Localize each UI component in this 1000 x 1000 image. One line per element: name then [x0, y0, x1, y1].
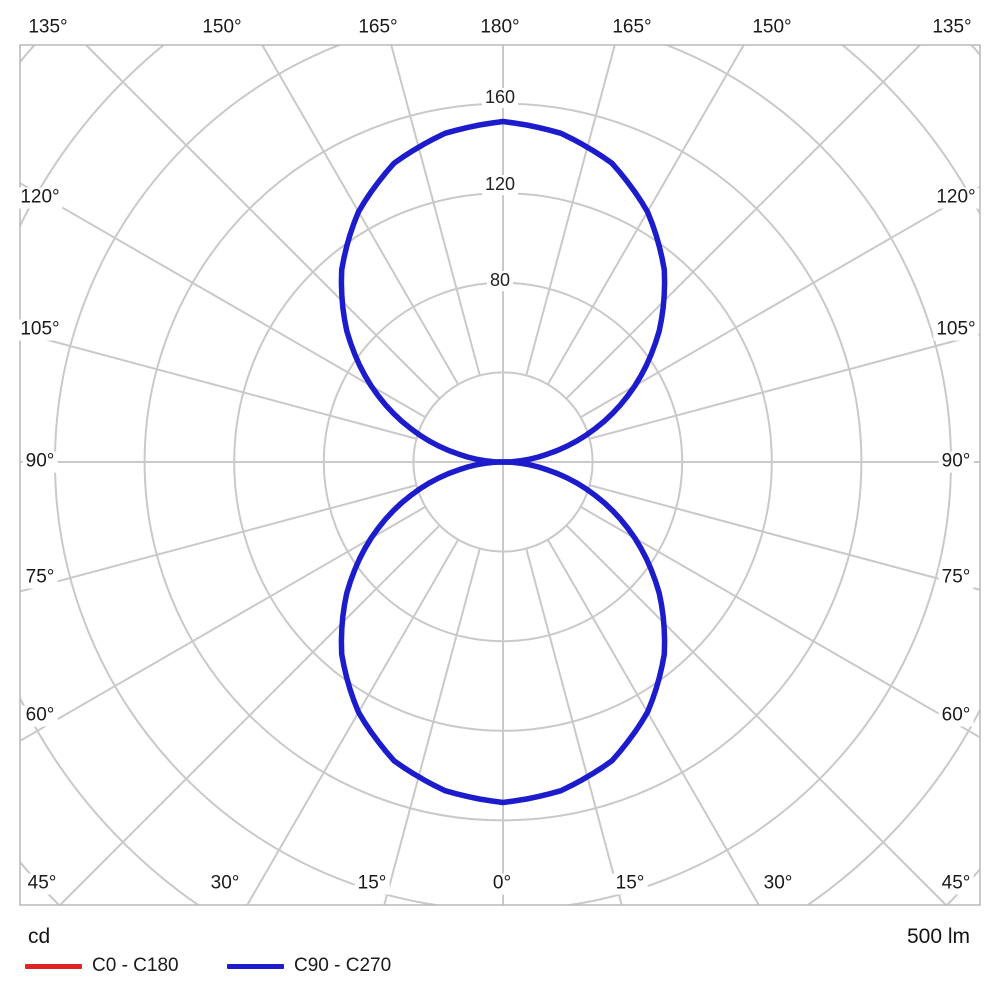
- grid-radial-line: [565, 524, 948, 905]
- angle-label-top-180: 180°: [477, 17, 523, 39]
- angle-label-bottom-15-right: 15°: [612, 873, 648, 895]
- grid-radial-line: [565, 45, 922, 400]
- legend-line-c90-c270: [227, 964, 284, 969]
- plot-frame: [19, 44, 981, 906]
- radial-tick-160: 160: [481, 87, 519, 108]
- angle-label-left-60: 60°: [22, 705, 58, 727]
- grid-radial-line: [20, 331, 417, 440]
- grid-radial-line: [589, 484, 980, 591]
- grid-radial-line: [58, 524, 441, 905]
- grid-radial-line: [20, 484, 417, 593]
- grid-radial-line: [580, 505, 980, 739]
- grid-radial-line: [546, 45, 745, 385]
- angle-label-top-165-left: 165°: [355, 17, 401, 39]
- legend-label-c90-c270: C90 - C270: [294, 955, 392, 976]
- grid-radial-line: [390, 45, 481, 376]
- angle-label-left-105: 105°: [17, 319, 63, 341]
- grid-radial-line: [20, 181, 426, 419]
- radial-tick-120: 120: [481, 174, 519, 195]
- angle-label-bottom-45-right: 45°: [938, 873, 974, 895]
- angle-label-right-105: 105°: [933, 319, 979, 341]
- grid-radial-line: [383, 548, 481, 905]
- angle-label-bottom-0: 0°: [489, 873, 515, 895]
- grid-radial-line: [580, 185, 980, 419]
- angle-label-bottom-15-left: 15°: [354, 873, 390, 895]
- grid-radial-line: [589, 333, 980, 440]
- grid-radial-line: [525, 45, 616, 376]
- angle-label-bottom-30-left: 30°: [207, 873, 243, 895]
- angle-label-left-120: 120°: [17, 187, 63, 209]
- curve-c90-c270-upper-lobe: [338, 118, 668, 465]
- curve-c90-c270-lower-lobe: [338, 459, 668, 806]
- legend-line-c0-c180: [25, 964, 82, 969]
- grid-radial-line: [20, 505, 426, 743]
- angle-label-right-60: 60°: [938, 705, 974, 727]
- angle-label-top-135-left: 135°: [25, 17, 71, 39]
- angle-label-right-120: 120°: [933, 187, 979, 209]
- grid-radial-line: [525, 548, 623, 905]
- angle-label-left-75: 75°: [22, 567, 58, 589]
- grid-radial-line: [546, 539, 760, 905]
- legend-label-c0-c180: C0 - C180: [92, 955, 179, 976]
- grid-radial-line: [84, 45, 441, 400]
- angle-label-right-90: 90°: [938, 451, 974, 473]
- angle-label-bottom-30-right: 30°: [760, 873, 796, 895]
- angle-label-top-165-right: 165°: [609, 17, 655, 39]
- grid-radial-line: [246, 539, 460, 905]
- angle-label-top-135-right: 135°: [929, 17, 975, 39]
- grid-radial-line: [261, 45, 460, 385]
- flux-label-500lm: 500 lm: [906, 925, 970, 948]
- angle-label-right-75: 75°: [938, 567, 974, 589]
- angle-label-left-90: 90°: [22, 451, 58, 473]
- unit-label-cd: cd: [28, 925, 51, 948]
- radial-tick-80: 80: [486, 270, 514, 291]
- angle-label-bottom-45-left: 45°: [24, 873, 60, 895]
- angle-label-top-150-right: 150°: [749, 17, 795, 39]
- angle-label-top-150-left: 150°: [199, 17, 245, 39]
